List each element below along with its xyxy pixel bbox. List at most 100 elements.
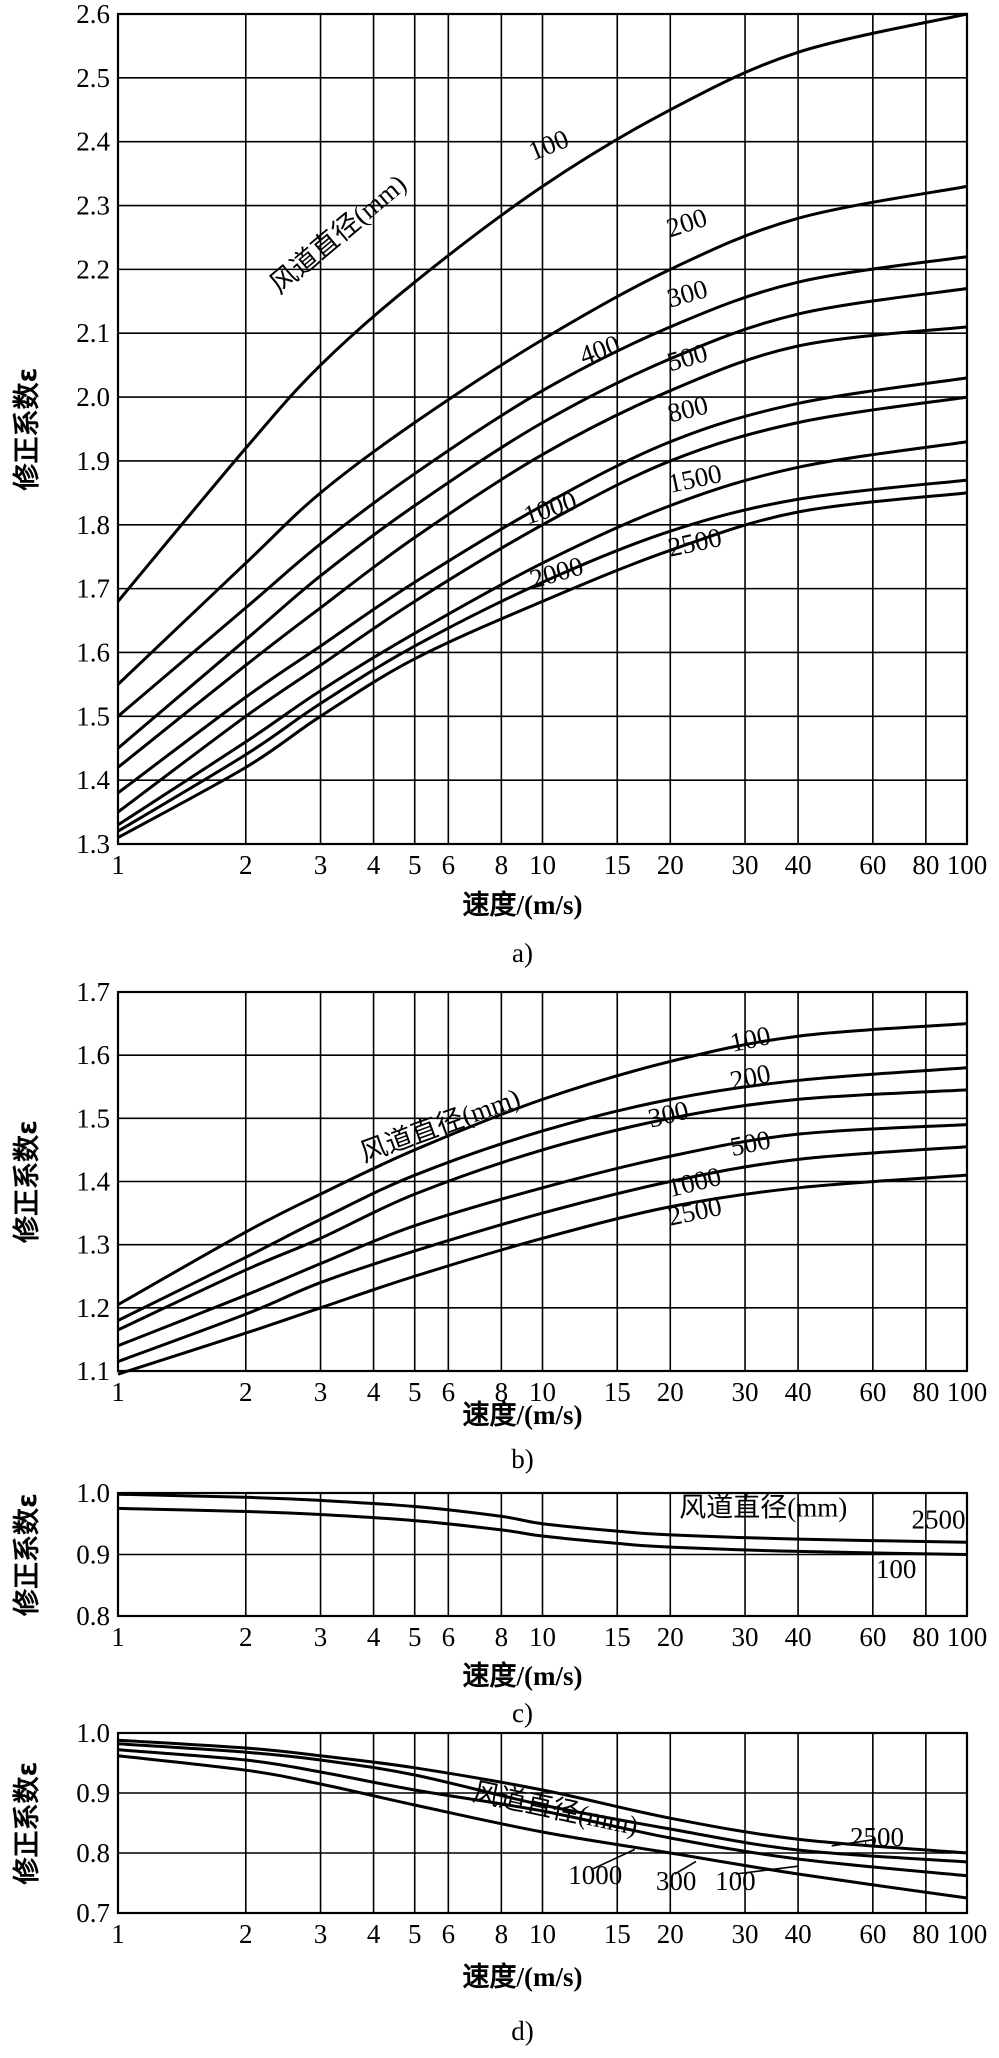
x-tick-label: 5 — [408, 1622, 422, 1652]
series-line-200 — [117, 1066, 968, 1322]
y-tick-label: 0.9 — [76, 1540, 110, 1570]
x-tick-label: 1 — [111, 1919, 125, 1949]
chart-panel-b: 1 2 3 4 5 6 8 10 15 20 30 40 60 80 100 1.1 1.2 1.3 1.4 1.5 1… — [12, 977, 987, 1474]
x-tick-label: 100 — [947, 850, 988, 880]
x-tick-label: 80 — [912, 1919, 939, 1949]
y-tick-label: 1.1 — [76, 1356, 110, 1386]
y-axis-label: 修正系数ε — [12, 367, 43, 491]
x-tick-label: 20 — [657, 1919, 684, 1949]
x-tick-label: 15 — [604, 1919, 631, 1949]
y-tick-label: 1.5 — [76, 701, 110, 731]
curve-label: 2500 — [665, 522, 724, 563]
x-tick-label: 6 — [442, 1919, 456, 1949]
y-tick-label: 2.0 — [76, 382, 110, 412]
curve-label: 100 — [715, 1866, 756, 1896]
legend-title: 风道直径(mm) — [264, 169, 412, 300]
label-leader-line — [590, 1848, 636, 1871]
x-axis-label: 速度/(m/s) — [463, 1961, 583, 1992]
x-tick-label: 60 — [859, 1919, 886, 1949]
x-tick-label: 15 — [604, 1377, 631, 1407]
y-tick-label: 1.3 — [76, 829, 110, 859]
series-line-400 — [117, 287, 968, 750]
panel-caption: a) — [512, 938, 533, 968]
y-tick-label: 0.9 — [76, 1778, 110, 1808]
curve-label: 800 — [664, 390, 711, 429]
y-tick-label: 1.4 — [76, 765, 110, 795]
x-tick-label: 60 — [859, 1377, 886, 1407]
x-tick-label: 1 — [111, 1377, 125, 1407]
panel-caption: b) — [511, 1444, 534, 1474]
x-axis-label: 速度/(m/s) — [463, 889, 583, 920]
chart-panel-a: 1 2 3 4 5 6 8 10 15 20 30 40 60 80 100 1.3 1.4 1.5 1.6 1.7 1… — [12, 0, 987, 968]
y-tick-label: 1.8 — [76, 510, 110, 540]
series-line-2500 — [117, 491, 968, 839]
legend-title: 风道直径(mm) — [470, 1777, 641, 1841]
x-tick-label: 10 — [529, 1377, 556, 1407]
x-tick-label: 40 — [785, 1622, 812, 1652]
x-tick-label: 2 — [239, 1377, 253, 1407]
y-tick-label: 2.1 — [76, 318, 110, 348]
legend-title: 风道直径(mm) — [356, 1083, 524, 1169]
x-tick-label: 2 — [239, 1919, 253, 1949]
y-tick-label: 2.3 — [76, 191, 110, 221]
series-line-1000 — [117, 1742, 968, 1864]
y-axis-label: 修正系数ε — [12, 1493, 43, 1617]
series-line-800 — [117, 376, 968, 795]
x-tick-label: 100 — [947, 1919, 988, 1949]
plot-frame — [116, 990, 969, 1373]
x-tick-label: 20 — [657, 850, 684, 880]
x-axis-label: 速度/(m/s) — [463, 1660, 583, 1691]
series-line-100 — [117, 1754, 968, 1900]
x-tick-label: 30 — [732, 1377, 759, 1407]
x-tick-label: 20 — [657, 1377, 684, 1407]
x-tick-label: 8 — [495, 850, 509, 880]
y-tick-label: 1.0 — [76, 1718, 110, 1748]
curve-label: 1000 — [520, 485, 581, 530]
series-line-100 — [116, 12, 968, 603]
series-line-300 — [117, 1088, 968, 1332]
x-tick-label: 8 — [495, 1622, 509, 1652]
y-tick-label: 1.2 — [76, 1293, 110, 1323]
x-tick-label: 4 — [367, 1622, 381, 1652]
x-tick-label: 5 — [408, 850, 422, 880]
y-tick-label: 2.6 — [76, 0, 110, 29]
curve-label: 1000 — [568, 1860, 622, 1890]
x-tick-label: 4 — [367, 1919, 381, 1949]
series-line-500 — [117, 1123, 968, 1348]
series-line-300 — [117, 1748, 968, 1878]
series-line-200 — [116, 184, 968, 686]
x-tick-label: 6 — [442, 1622, 456, 1652]
x-tick-label: 3 — [314, 1377, 328, 1407]
x-tick-label: 15 — [604, 1622, 631, 1652]
x-tick-label: 4 — [367, 1377, 381, 1407]
series-line-1000 — [117, 1145, 968, 1363]
y-tick-label: 2.4 — [76, 127, 110, 157]
y-tick-label: 1.3 — [76, 1230, 110, 1260]
label-leader-line — [735, 1865, 799, 1875]
series-line-2500 — [117, 1738, 968, 1855]
plot-frame — [116, 12, 969, 846]
x-tick-label: 40 — [785, 1377, 812, 1407]
x-tick-label: 1 — [111, 850, 125, 880]
curve-label: 2500 — [850, 1822, 904, 1852]
x-tick-label: 10 — [529, 1622, 556, 1652]
series-line-2500 — [117, 1173, 968, 1376]
y-tick-label: 1.9 — [76, 446, 110, 476]
x-tick-label: 40 — [785, 850, 812, 880]
x-tick-label: 15 — [604, 850, 631, 880]
plot-frame — [116, 1731, 969, 1915]
x-tick-label: 100 — [947, 1622, 988, 1652]
x-tick-label: 3 — [314, 850, 328, 880]
series-line-1000 — [117, 395, 968, 814]
x-tick-label: 3 — [314, 1919, 328, 1949]
series-line-2500 — [117, 1492, 968, 1544]
x-tick-label: 60 — [859, 850, 886, 880]
series-line-1500 — [117, 440, 968, 827]
y-axis-label: 修正系数ε — [12, 1761, 43, 1885]
x-tick-label: 10 — [529, 1919, 556, 1949]
y-tick-label: 1.6 — [76, 637, 110, 667]
x-tick-label: 2 — [239, 1622, 253, 1652]
x-tick-label: 80 — [912, 850, 939, 880]
x-tick-label: 60 — [859, 1622, 886, 1652]
panel-caption: d) — [511, 2016, 534, 2046]
